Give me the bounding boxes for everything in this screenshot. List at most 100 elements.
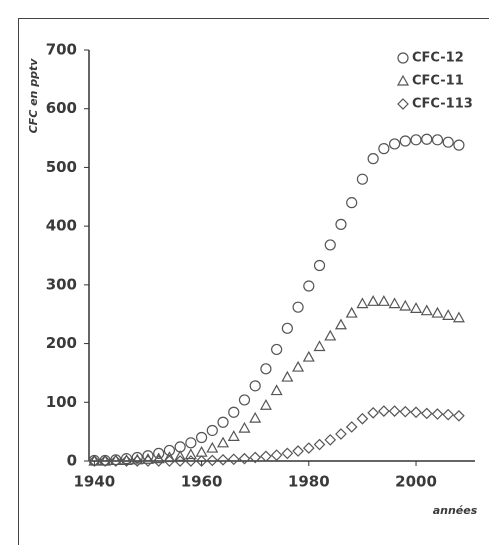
marker bbox=[238, 421, 251, 433]
marker bbox=[453, 409, 465, 422]
marker bbox=[324, 329, 337, 341]
y-tick-label: 0 bbox=[67, 452, 77, 470]
marker bbox=[292, 301, 304, 313]
marker bbox=[184, 448, 197, 460]
marker bbox=[270, 384, 283, 396]
y-tick-label: 400 bbox=[46, 217, 77, 235]
marker bbox=[142, 455, 154, 467]
marker bbox=[378, 143, 390, 155]
x-tick-label: 1960 bbox=[181, 473, 223, 491]
marker bbox=[313, 438, 326, 451]
y-tick-label: 100 bbox=[46, 393, 77, 411]
marker bbox=[303, 280, 315, 292]
marker bbox=[109, 454, 122, 466]
marker bbox=[410, 302, 423, 313]
marker bbox=[120, 453, 133, 465]
marker bbox=[388, 297, 401, 309]
marker bbox=[281, 322, 293, 334]
marker bbox=[281, 447, 294, 460]
marker bbox=[88, 454, 101, 466]
marker bbox=[260, 363, 272, 375]
y-tick-label: 600 bbox=[46, 99, 77, 117]
marker bbox=[120, 454, 133, 466]
marker bbox=[185, 437, 197, 449]
marker bbox=[238, 452, 251, 465]
legend-marker bbox=[397, 52, 409, 64]
marker bbox=[270, 449, 283, 461]
marker bbox=[206, 441, 219, 453]
marker bbox=[260, 450, 272, 463]
marker bbox=[302, 442, 315, 454]
marker bbox=[227, 430, 240, 441]
marker bbox=[334, 318, 347, 330]
marker bbox=[313, 340, 326, 352]
marker bbox=[249, 380, 261, 392]
marker bbox=[228, 406, 240, 418]
marker bbox=[292, 360, 305, 372]
marker bbox=[163, 451, 176, 463]
marker bbox=[442, 136, 454, 148]
marker bbox=[292, 445, 304, 457]
marker bbox=[195, 455, 208, 467]
legend-label: CFC-113 bbox=[412, 97, 473, 112]
marker bbox=[195, 431, 208, 444]
marker bbox=[367, 295, 380, 306]
marker bbox=[378, 405, 390, 417]
marker bbox=[313, 259, 326, 272]
y-tick-label: 700 bbox=[46, 41, 77, 59]
marker bbox=[346, 197, 358, 209]
y-tick-label: 500 bbox=[46, 158, 77, 176]
marker bbox=[206, 424, 218, 437]
marker bbox=[388, 138, 401, 150]
marker bbox=[345, 421, 358, 433]
marker bbox=[152, 455, 165, 467]
marker bbox=[335, 428, 347, 440]
marker bbox=[442, 309, 455, 320]
marker bbox=[88, 455, 101, 467]
y-axis-label: CFC en pptv bbox=[27, 58, 40, 134]
marker bbox=[281, 370, 294, 382]
marker bbox=[420, 304, 433, 316]
marker bbox=[452, 311, 465, 323]
marker bbox=[195, 445, 208, 457]
marker bbox=[431, 134, 444, 146]
marker bbox=[217, 436, 230, 448]
x-tick-label: 1940 bbox=[73, 473, 115, 491]
marker bbox=[131, 451, 143, 464]
marker bbox=[259, 398, 272, 410]
marker bbox=[356, 173, 369, 185]
legend-label: CFC-12 bbox=[412, 51, 464, 66]
marker bbox=[174, 450, 187, 461]
marker bbox=[442, 408, 455, 421]
marker bbox=[109, 455, 122, 467]
x-tick-label: 2000 bbox=[395, 473, 437, 491]
marker bbox=[399, 135, 411, 147]
marker bbox=[431, 408, 444, 420]
marker bbox=[324, 434, 337, 446]
marker bbox=[324, 239, 336, 251]
marker bbox=[410, 134, 422, 146]
marker bbox=[227, 453, 240, 466]
marker bbox=[335, 218, 347, 230]
marker bbox=[206, 454, 219, 467]
marker bbox=[185, 455, 197, 467]
marker bbox=[153, 447, 165, 459]
marker bbox=[377, 295, 390, 306]
marker bbox=[388, 405, 401, 417]
marker bbox=[399, 299, 412, 311]
marker bbox=[142, 450, 154, 462]
marker bbox=[420, 407, 433, 420]
marker bbox=[249, 451, 262, 464]
marker bbox=[356, 297, 369, 309]
marker bbox=[217, 453, 229, 466]
x-tick-label: 1980 bbox=[288, 473, 330, 491]
legend-marker bbox=[397, 98, 409, 110]
marker bbox=[120, 455, 133, 467]
y-tick-label: 200 bbox=[46, 334, 77, 352]
marker bbox=[271, 343, 283, 356]
legend-label: CFC-11 bbox=[412, 74, 464, 89]
marker bbox=[410, 406, 422, 419]
marker bbox=[302, 350, 315, 362]
legend-marker bbox=[396, 74, 410, 86]
marker bbox=[99, 455, 111, 467]
